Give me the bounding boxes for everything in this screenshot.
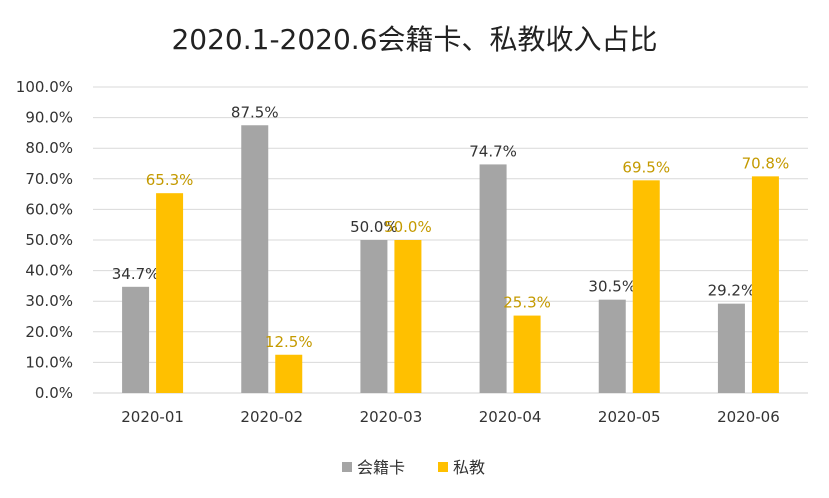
bar-personal-training	[275, 354, 303, 393]
y-tick-label: 40.0%	[25, 262, 73, 280]
x-category-label: 2020-04	[479, 408, 542, 426]
data-label: 50.0%	[384, 218, 432, 236]
data-label: 70.8%	[742, 154, 790, 172]
bar-personal-training	[751, 176, 779, 393]
data-label: 25.3%	[503, 294, 551, 312]
y-tick-label: 70.0%	[25, 170, 73, 188]
y-tick-label: 20.0%	[25, 323, 73, 341]
data-label: 12.5%	[265, 333, 313, 351]
x-category-label: 2020-01	[121, 408, 184, 426]
y-tick-label: 90.0%	[25, 109, 73, 127]
y-tick-label: 50.0%	[25, 231, 73, 249]
legend-swatch	[342, 462, 352, 472]
y-tick-label: 60.0%	[25, 200, 73, 218]
y-tick-label: 10.0%	[25, 353, 73, 371]
bar-membership	[122, 286, 150, 393]
data-label: 69.5%	[622, 158, 670, 176]
y-tick-label: 30.0%	[25, 292, 73, 310]
chart-title: 2020.1-2020.6会籍卡、私教收入占比	[171, 23, 658, 56]
x-category-label: 2020-05	[598, 408, 661, 426]
legend-swatch	[438, 462, 448, 472]
legend-label: 会籍卡	[357, 458, 405, 477]
data-label: 87.5%	[231, 103, 279, 121]
bar-membership	[479, 164, 507, 393]
data-label: 74.7%	[469, 142, 517, 160]
bar-personal-training	[513, 315, 541, 393]
bar-personal-training	[394, 240, 422, 393]
data-label: 50.0%	[350, 218, 398, 236]
bar-personal-training	[156, 193, 184, 393]
y-tick-label: 80.0%	[25, 139, 73, 157]
bar-membership	[360, 240, 388, 393]
bar-membership	[241, 125, 269, 393]
bar-membership	[717, 303, 745, 393]
data-label: 65.3%	[146, 171, 194, 189]
legend-label: 私教	[453, 458, 485, 477]
data-label: 30.5%	[588, 278, 636, 296]
data-label: 29.2%	[708, 282, 756, 300]
bar-membership	[598, 299, 626, 393]
x-category-label: 2020-02	[240, 408, 303, 426]
data-label: 34.7%	[112, 265, 160, 283]
y-tick-label: 100.0%	[16, 78, 73, 96]
x-category-label: 2020-03	[360, 408, 423, 426]
x-category-label: 2020-06	[717, 408, 780, 426]
y-tick-label: 0.0%	[35, 384, 73, 402]
bar-personal-training	[632, 180, 660, 393]
